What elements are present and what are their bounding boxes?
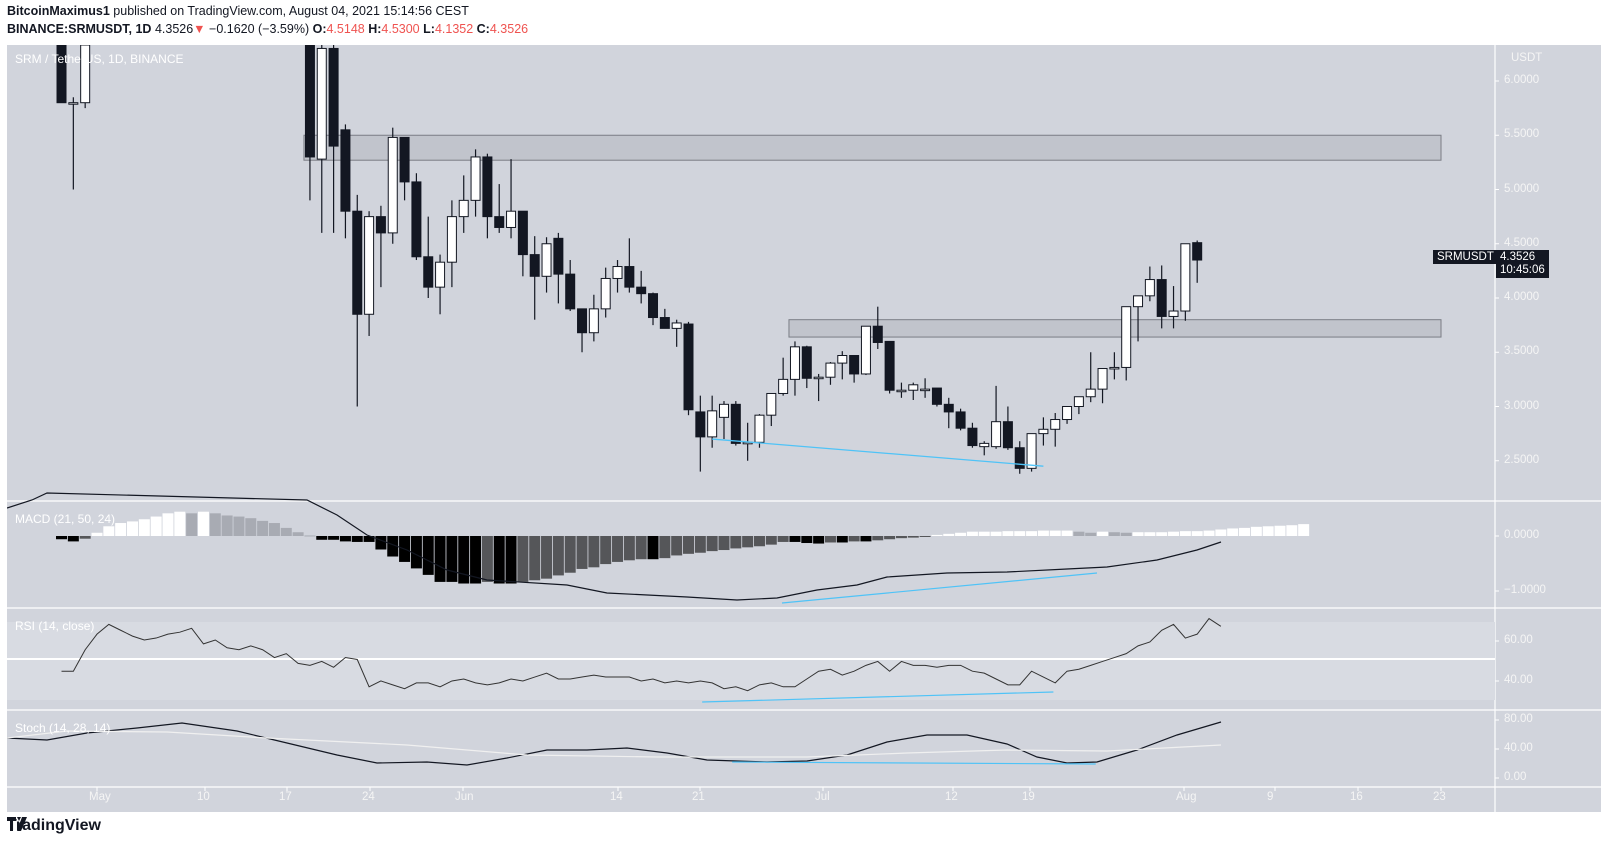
publish-info: BitcoinMaximus1 published on TradingView… [7, 4, 469, 18]
time-tick: 17 [279, 791, 292, 803]
time-tick: 19 [1022, 791, 1035, 803]
price-tick: 4.5000 [1504, 236, 1540, 249]
stoch-label: Stoch (14, 28, 14) [15, 721, 111, 735]
price-tag-value: 4.3526 [1500, 251, 1536, 263]
down-arrow-icon: ▼ [193, 22, 206, 36]
brand-name: TradingView [7, 817, 101, 834]
rsi-label: RSI (14, close) [15, 619, 95, 633]
rsi-tick: 40.00 [1504, 674, 1533, 686]
macd-tick: 0.0000 [1504, 529, 1540, 541]
time-tick: 10 [197, 791, 210, 803]
price-tick: 5.0000 [1504, 182, 1540, 195]
stoch-tick: 0.00 [1504, 771, 1527, 783]
price-change: −0.1620 (−3.59%) [209, 22, 310, 36]
time-tick: 9 [1267, 791, 1274, 803]
high-label: H: [368, 22, 382, 36]
symbol-name: BINANCE:SRMUSDT, 1D [7, 22, 152, 36]
stoch-tick: 80.00 [1504, 713, 1533, 725]
macd-tick: −1.0000 [1504, 584, 1546, 596]
time-tick: 23 [1433, 791, 1446, 803]
bar-countdown: 10:45:06 [1500, 264, 1545, 276]
price-tick: 3.0000 [1504, 399, 1540, 412]
last-price: 4.3526 [154, 22, 194, 36]
time-tick: May [89, 791, 111, 803]
high-value: 4.5300 [381, 22, 420, 36]
time-tick: 24 [362, 791, 375, 803]
price-tick: 5.5000 [1504, 128, 1540, 141]
stoch-tick: 40.00 [1504, 742, 1533, 754]
symbol-info: BINANCE:SRMUSDT, 1D 4.3526▼ −0.1620 (−3.… [7, 22, 528, 36]
publish-details: published on TradingView.com, August 04,… [109, 4, 469, 18]
rsi-tick: 60.00 [1504, 634, 1533, 646]
chart-title: SRM / TetherUS, 1D, BINANCE [15, 52, 184, 66]
tradingview-logo[interactable]: TradingView [7, 817, 101, 835]
open-label: O: [312, 22, 327, 36]
time-tick: 14 [610, 791, 623, 803]
chart-canvas[interactable] [7, 45, 1601, 812]
price-tick: 4.0000 [1504, 291, 1540, 303]
time-tick: Aug [1176, 791, 1197, 803]
price-tick: 6.0000 [1504, 74, 1540, 86]
tradingview-icon [7, 817, 27, 831]
price-tick: 2.5000 [1504, 453, 1540, 466]
close-value: 4.3526 [489, 22, 529, 36]
time-tick: 12 [945, 791, 958, 803]
open-value: 4.5148 [326, 22, 365, 36]
price-tick: 3.5000 [1504, 345, 1540, 358]
time-tick: Jul [815, 791, 830, 803]
macd-label: MACD (21, 50, 24) [15, 512, 116, 526]
low-label: L: [423, 22, 435, 36]
author-name: BitcoinMaximus1 [7, 4, 110, 18]
price-tag: 4.3526 10:45:06 [1496, 250, 1549, 278]
time-tick: Jun [455, 791, 474, 803]
close-label: C: [476, 22, 490, 36]
symbol-price-tag: SRMUSDT [1433, 250, 1498, 264]
currency-label: USDT [1511, 52, 1543, 64]
time-tick: 16 [1350, 791, 1363, 803]
chart-area[interactable]: SRM / TetherUS, 1D, BINANCE MACD (21, 50… [7, 45, 1601, 812]
time-tick: 21 [692, 791, 705, 803]
low-value: 4.1352 [434, 22, 474, 36]
